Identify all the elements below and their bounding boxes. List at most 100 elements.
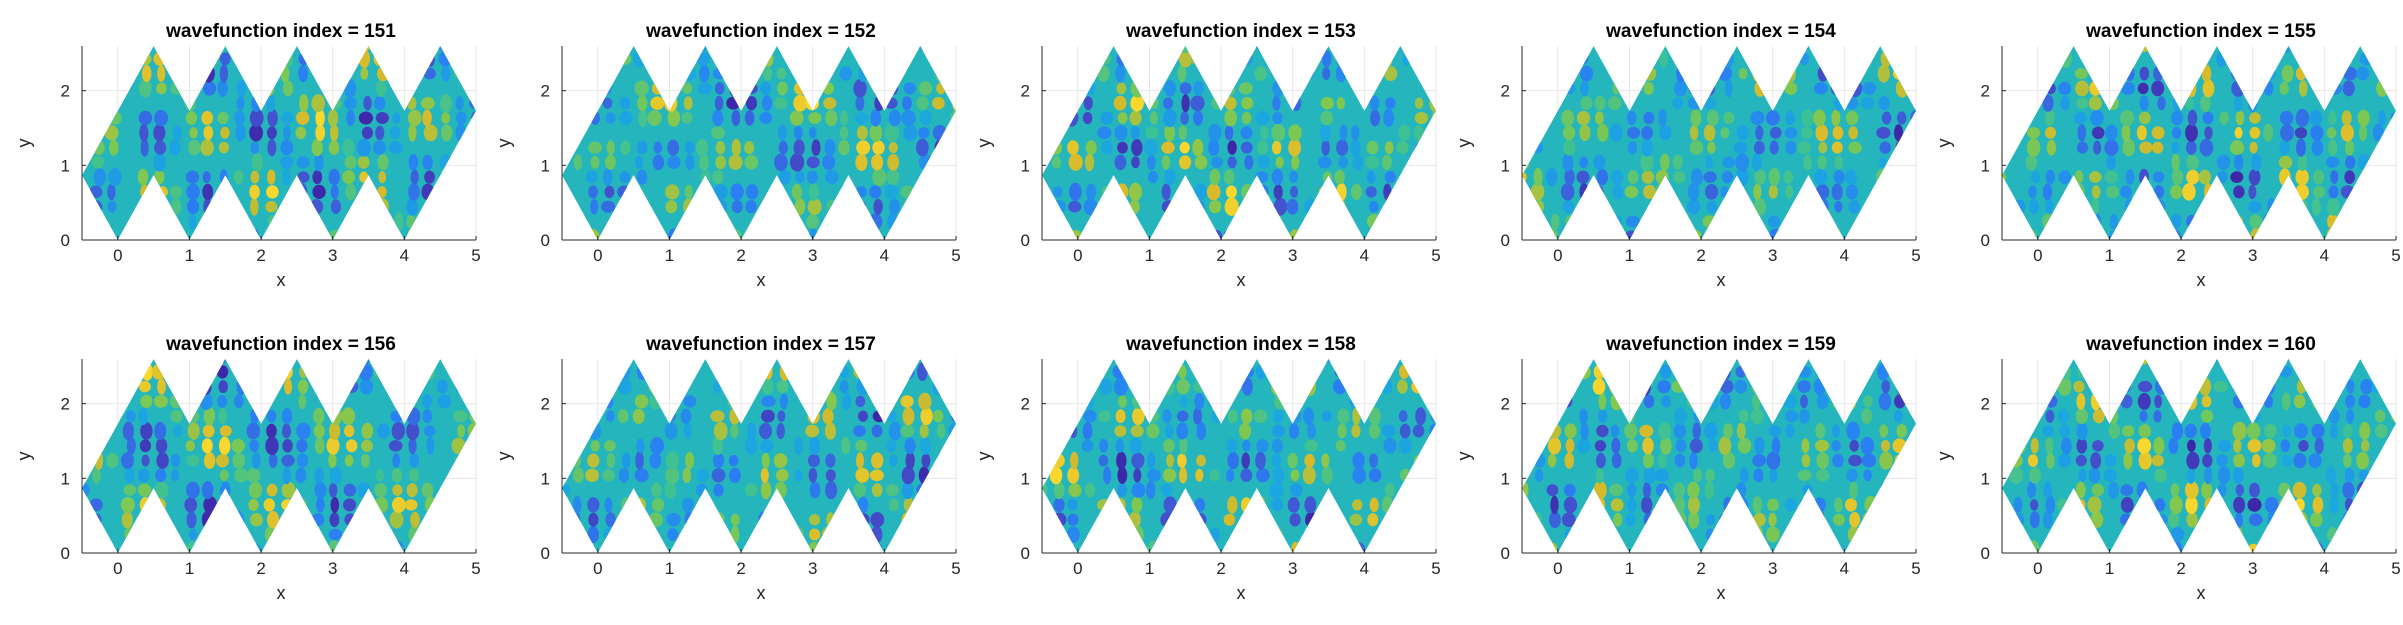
field-lobe — [173, 424, 184, 438]
field-lobe — [328, 482, 338, 498]
field-lobe — [2247, 438, 2262, 453]
field-lobe — [421, 97, 435, 110]
field-lobe — [2090, 109, 2104, 127]
field-lobe — [1322, 200, 1333, 213]
field-lobe — [2376, 79, 2388, 97]
field-lobe — [2310, 124, 2324, 141]
wavefunction-field — [1042, 46, 1436, 240]
field-lobe — [1223, 513, 1236, 526]
field-lobe — [1533, 46, 1544, 53]
field-lobe — [1431, 170, 1436, 184]
field-lobe — [1161, 200, 1175, 214]
field-lobe — [571, 437, 584, 454]
field-lobe — [1207, 394, 1221, 409]
field-lobe — [219, 64, 229, 83]
field-lobe — [2329, 422, 2338, 440]
field-lobe — [683, 51, 693, 67]
field-lobe — [2002, 95, 2008, 112]
field-lobe — [2231, 80, 2246, 97]
field-lobe — [822, 408, 834, 425]
field-lobe — [421, 183, 435, 201]
field-lobe — [1273, 197, 1288, 216]
field-lobe — [2121, 124, 2131, 142]
field-lobe — [1862, 511, 1876, 528]
field-lobe — [1896, 111, 1907, 125]
field-lobe — [1799, 408, 1810, 424]
field-lobe — [1640, 153, 1654, 172]
field-lobe — [138, 380, 151, 393]
field-lobe — [454, 155, 466, 170]
field-lobe — [2013, 496, 2023, 513]
field-lobe — [219, 469, 229, 482]
field-lobe — [792, 526, 805, 543]
field-lobe — [1049, 409, 1063, 424]
field-lobe — [2340, 124, 2354, 142]
field-lobe — [1069, 424, 1078, 438]
field-lobe — [2045, 109, 2055, 127]
field-lobe — [1579, 182, 1589, 202]
field-lobe — [1042, 46, 1046, 53]
field-lobe — [1766, 451, 1781, 470]
field-lobe — [886, 359, 897, 364]
x-tick-label: 5 — [471, 246, 480, 265]
field-lobe — [1833, 497, 1843, 513]
field-lobe — [1658, 495, 1673, 514]
field-lobe — [1611, 215, 1622, 228]
field-lobe — [2186, 393, 2198, 410]
field-lobe — [2109, 230, 2118, 240]
field-lobe — [345, 380, 359, 393]
field-lobe — [298, 52, 309, 66]
field-lobe — [761, 395, 776, 407]
field-lobe — [1400, 170, 1412, 184]
field-lobe — [1147, 65, 1158, 82]
field-lobe — [294, 528, 308, 541]
field-lobe — [1209, 200, 1222, 214]
field-lobe — [665, 466, 680, 484]
field-lobe — [1321, 453, 1330, 468]
field-lobe — [1226, 438, 1238, 453]
field-lobe — [1117, 141, 1128, 154]
field-lobe — [1194, 497, 1206, 512]
field-lobe — [267, 511, 280, 529]
field-lobe — [808, 126, 817, 139]
field-lobe — [1912, 79, 1916, 98]
field-lobe — [1150, 97, 1159, 109]
field-lobe — [635, 513, 650, 526]
field-lobe — [1224, 197, 1239, 216]
field-lobe — [469, 97, 476, 110]
field-lobe — [139, 123, 149, 142]
field-lobe — [634, 394, 649, 409]
field-lobe — [217, 79, 228, 97]
field-lobe — [1289, 423, 1300, 439]
field-lobe — [574, 46, 585, 52]
field-lobe — [773, 453, 788, 468]
field-lobe — [2074, 512, 2086, 527]
field-lobe — [1146, 154, 1156, 170]
field-lobe — [361, 453, 370, 468]
field-lobe — [1304, 453, 1315, 468]
field-lobe — [1718, 65, 1733, 82]
field-lobe — [2388, 171, 2396, 184]
field-lobe — [869, 123, 883, 142]
field-lobe — [888, 377, 897, 396]
field-lobe — [2389, 50, 2396, 68]
field-lobe — [1369, 453, 1379, 468]
field-lobe — [1068, 230, 1083, 240]
field-lobe — [700, 169, 711, 185]
field-lobe — [932, 482, 946, 498]
field-lobe — [1256, 439, 1269, 453]
field-lobe — [1733, 229, 1749, 240]
field-lobe — [648, 393, 664, 410]
field-lobe — [762, 66, 773, 81]
field-lobe — [729, 407, 741, 425]
field-lobe — [2200, 94, 2211, 113]
field-lobe — [633, 212, 646, 231]
field-lobe — [1052, 112, 1067, 124]
field-lobe — [1116, 183, 1129, 201]
field-lobe — [1051, 80, 1065, 97]
field-lobe — [1522, 525, 1531, 544]
field-lobe — [916, 96, 929, 111]
field-lobe — [407, 96, 417, 110]
x-tick-label: 4 — [880, 246, 889, 265]
field-lobe — [2061, 437, 2072, 455]
